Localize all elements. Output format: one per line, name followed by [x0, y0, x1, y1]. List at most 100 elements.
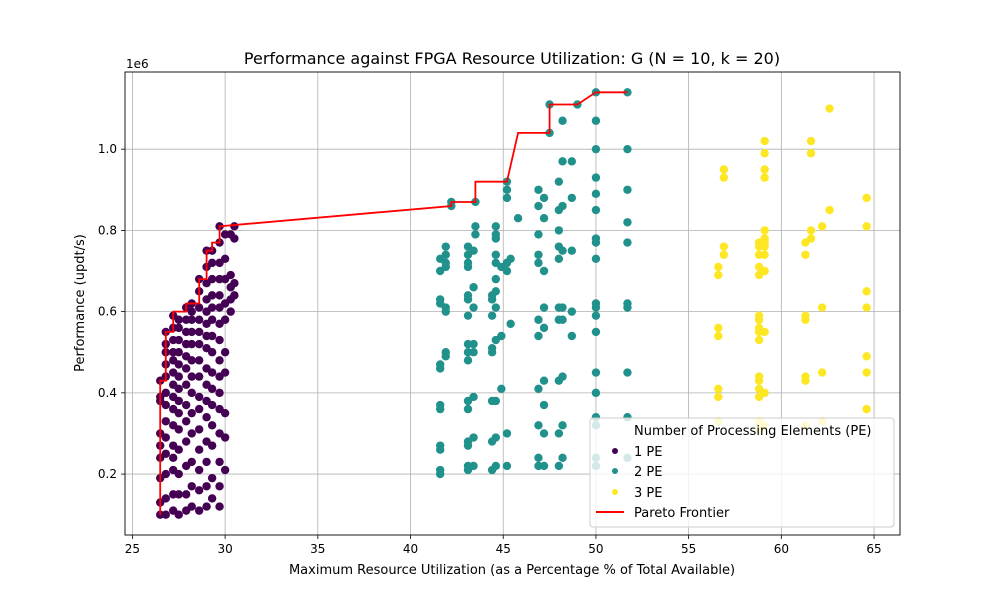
data-point: [539, 214, 549, 223]
data-point: [215, 482, 224, 491]
data-point: [491, 287, 501, 296]
data-point: [491, 222, 501, 231]
data-point: [534, 201, 543, 211]
data-point: [534, 384, 543, 393]
data-point: [469, 246, 478, 255]
data-point: [469, 433, 478, 442]
data-point: [754, 335, 764, 345]
data-point: [539, 461, 549, 471]
data-point: [714, 384, 723, 393]
data-point: [174, 335, 183, 345]
legend: Number of Processing Elements (PE) 1 PE …: [589, 417, 895, 528]
x-tick-label: 65: [866, 542, 881, 556]
data-point: [215, 457, 224, 467]
data-point: [194, 486, 204, 495]
data-point: [623, 185, 632, 194]
data-point: [187, 356, 196, 365]
data-point: [194, 327, 204, 337]
data-point: [469, 283, 478, 292]
data-point: [230, 234, 239, 243]
data-point: [558, 315, 567, 324]
data-point: [463, 258, 473, 268]
data-point: [181, 417, 191, 426]
data-point: [760, 250, 769, 259]
data-point: [202, 502, 211, 511]
data-point: [591, 116, 601, 125]
data-point: [567, 193, 577, 203]
data-point: [554, 226, 564, 235]
data-point: [441, 242, 450, 251]
y-axis-label: Performance (updt/s): [73, 234, 88, 372]
data-point: [169, 453, 178, 463]
data-point: [435, 441, 445, 450]
data-point: [862, 352, 871, 361]
data-point: [801, 372, 810, 381]
data-point: [463, 311, 473, 320]
data-point: [567, 157, 577, 166]
data-point: [506, 319, 515, 329]
data-point: [207, 368, 217, 377]
data-point: [591, 144, 601, 154]
data-point: [220, 368, 230, 377]
data-point: [862, 193, 871, 203]
x-tick-label: 60: [774, 542, 789, 556]
data-point: [760, 165, 769, 174]
data-point: [469, 392, 478, 402]
pareto-frontier-path: [159, 91, 628, 515]
data-point: [220, 254, 230, 264]
data-point: [187, 307, 196, 316]
data-point: [554, 461, 564, 471]
x-axis-ticks: 25 30 35 40 45 50 55 60 65: [125, 535, 882, 556]
data-point: [174, 323, 183, 333]
legend-box: [589, 417, 895, 528]
data-point: [187, 457, 196, 467]
y-tick-label: 1.0: [98, 142, 117, 156]
data-point: [174, 510, 183, 519]
data-point: [623, 144, 632, 154]
data-point: [230, 278, 239, 288]
data-point: [591, 388, 601, 398]
data-point: [491, 230, 501, 239]
data-point: [558, 372, 567, 381]
data-point: [194, 404, 204, 414]
data-point: [754, 372, 764, 381]
data-point: [591, 368, 601, 377]
data-point: [760, 173, 769, 182]
data-point: [207, 494, 217, 503]
data-point: [215, 388, 224, 398]
data-point: [194, 372, 204, 381]
data-point: [862, 404, 871, 414]
data-point: [187, 315, 196, 324]
data-points: [156, 88, 871, 519]
data-point: [591, 327, 601, 337]
x-axis-label: Maximum Resource Utilization (as a Perce…: [289, 563, 735, 578]
data-point: [187, 502, 196, 511]
data-point: [463, 356, 473, 365]
data-point: [558, 421, 567, 430]
data-point: [591, 254, 601, 264]
data-point: [719, 173, 729, 182]
data-point: [469, 303, 478, 312]
data-point: [754, 311, 764, 320]
data-point: [862, 287, 871, 296]
data-point: [801, 250, 810, 259]
data-point: [161, 417, 170, 426]
data-point: [591, 205, 601, 215]
data-point: [714, 331, 723, 341]
data-point: [539, 400, 549, 410]
data-point: [719, 250, 729, 259]
x-tick-label: 55: [681, 542, 696, 556]
legend-label-3pe: 3 PE: [634, 486, 662, 501]
data-point: [487, 311, 497, 320]
data-point: [226, 307, 235, 316]
data-point: [760, 226, 769, 235]
data-point: [220, 433, 230, 442]
data-point: [174, 469, 183, 479]
data-point: [435, 360, 445, 369]
data-point: [714, 270, 723, 280]
data-point: [534, 258, 543, 268]
x-tick-label: 25: [125, 542, 140, 556]
legend-label-1pe: 1 PE: [634, 445, 662, 460]
data-point: [591, 311, 601, 320]
data-point: [194, 392, 204, 402]
